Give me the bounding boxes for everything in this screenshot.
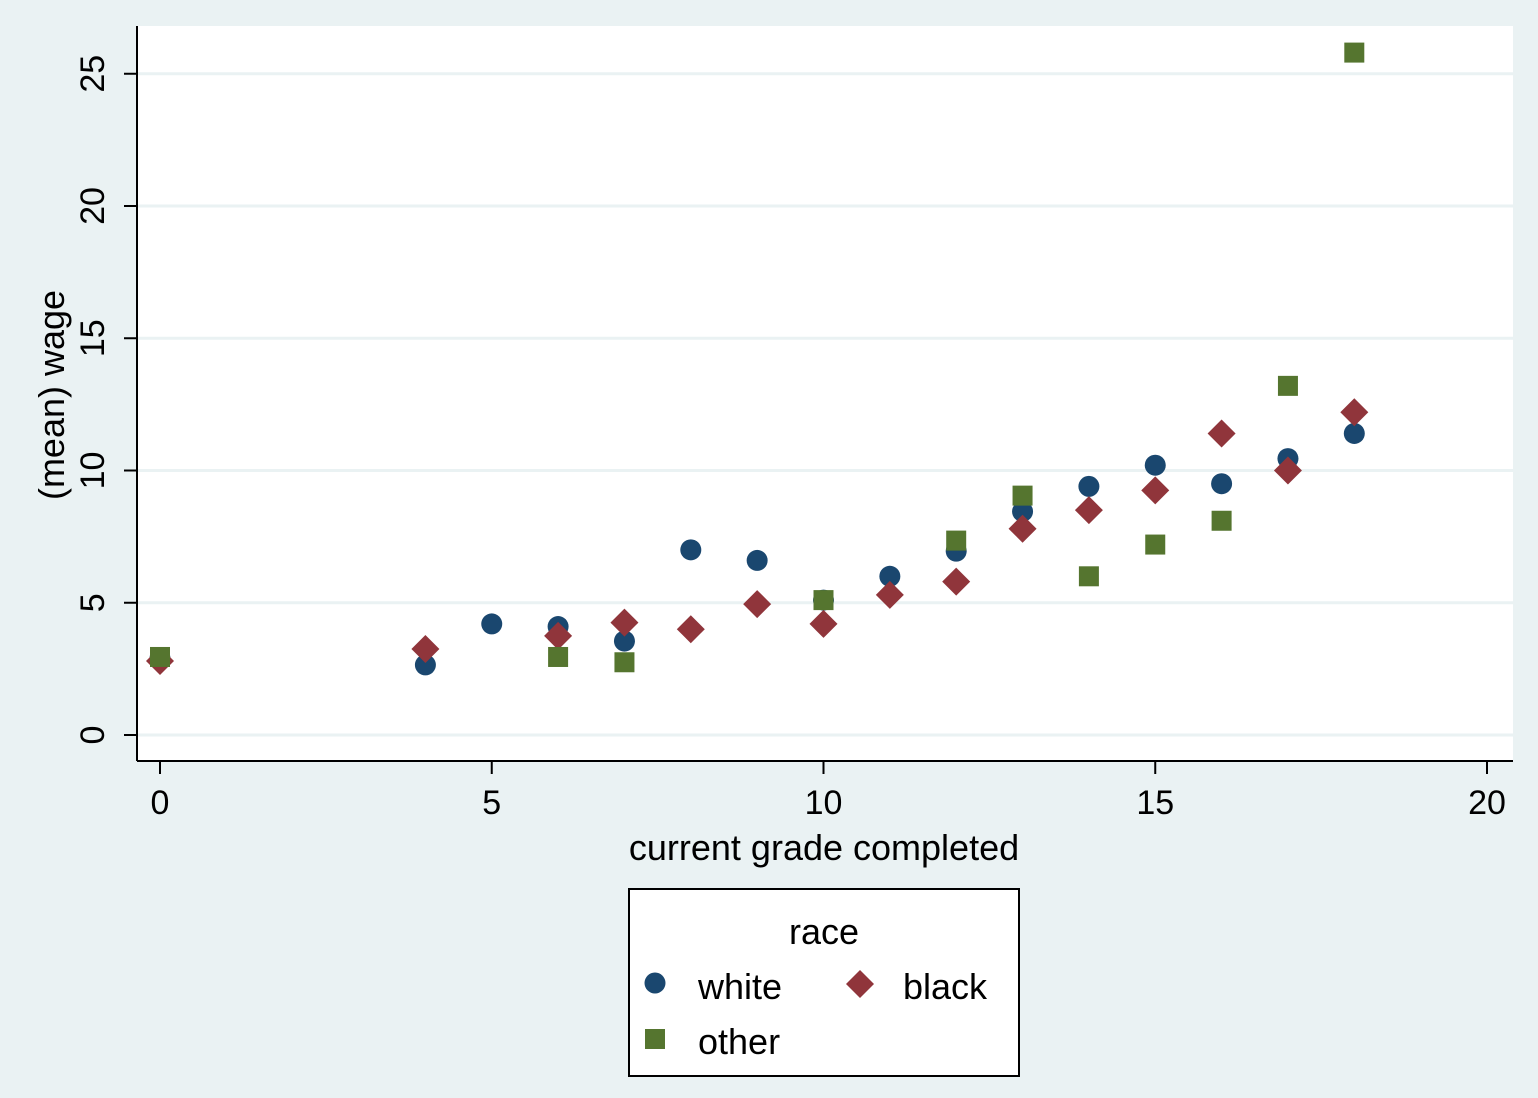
point-white-11 [879,565,901,587]
point-white-5 [481,613,503,635]
point-other-14 [1078,566,1099,587]
legend-marker-black [846,970,874,998]
legend-marker-white [644,972,666,994]
point-black-4 [411,635,440,664]
legend: race white black other [628,888,1020,1077]
point-black-14 [1074,496,1103,525]
y-tick-label-10: 10 [74,452,112,490]
point-black-13 [1008,514,1037,543]
point-white-7 [613,630,635,652]
x-tick-label-0: 0 [151,784,170,822]
plot-area [137,26,1513,761]
point-white-15 [1144,454,1166,476]
y-axis-title: (mean) wage [31,290,72,500]
point-other-17 [1277,375,1298,396]
point-white-18 [1343,422,1365,444]
y-tick-label-20: 20 [74,187,112,225]
legend-label-black: black [903,966,988,1007]
point-black-15 [1141,476,1170,505]
x-tick-label-20: 20 [1468,784,1506,822]
point-black-11 [875,580,904,609]
data-points [146,42,1369,676]
point-other-16 [1211,510,1232,531]
y-tick-label-25: 25 [74,55,112,93]
point-black-6 [544,621,573,650]
y-tick-label-5: 5 [74,593,112,612]
y-tick-label-15: 15 [74,319,112,357]
point-white-9 [746,549,768,571]
point-other-18 [1344,42,1365,63]
point-other-13 [1012,485,1033,506]
point-white-16 [1211,473,1233,495]
legend-title: race [789,911,859,952]
x-axis-title: current grade completed [629,827,1019,868]
point-white-14 [1078,475,1100,497]
point-other-7 [614,652,635,673]
x-tick-label-15: 15 [1136,784,1174,822]
point-black-7 [610,608,639,637]
point-black-8 [676,615,705,644]
point-other-15 [1145,534,1166,555]
y-tick-label-0: 0 [74,726,112,745]
x-tick-label-5: 5 [482,784,501,822]
point-other-6 [548,646,569,667]
point-black-12 [942,567,971,596]
point-other-12 [946,530,967,551]
x-tick-label-10: 10 [805,784,843,822]
point-black-16 [1207,419,1236,448]
point-other-0 [150,646,170,667]
point-black-10 [809,609,838,638]
point-black-9 [743,590,772,619]
point-white-4 [414,654,436,676]
point-white-13 [1012,500,1034,522]
point-white-8 [680,539,702,561]
axes: 0 5 10 15 20 25 0 5 10 15 20 [74,26,1513,822]
legend-label-other: other [698,1021,780,1062]
legend-marker-other [645,1029,665,1049]
point-other-10 [813,590,834,611]
legend-box [628,888,1020,1077]
legend-label-white: white [697,966,782,1007]
point-black-17 [1273,456,1302,485]
point-black-18 [1340,398,1369,427]
